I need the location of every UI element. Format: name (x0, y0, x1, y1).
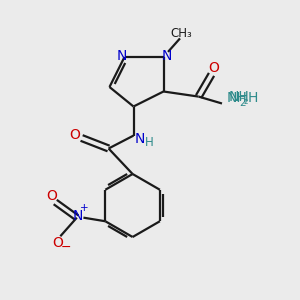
Text: N: N (73, 209, 83, 223)
Text: CH₃: CH₃ (171, 26, 192, 40)
Text: H: H (145, 136, 154, 149)
Text: N: N (162, 49, 172, 62)
Text: O: O (52, 236, 63, 250)
Text: NH: NH (229, 90, 249, 104)
Text: N: N (134, 132, 145, 145)
Text: 2: 2 (239, 98, 246, 108)
Text: −: − (61, 241, 71, 254)
Text: N: N (117, 49, 127, 62)
Text: NH: NH (226, 92, 247, 105)
Text: H: H (248, 92, 258, 105)
Text: +: + (80, 203, 88, 213)
Text: O: O (70, 128, 80, 142)
Text: ₂: ₂ (244, 96, 248, 106)
Text: O: O (208, 61, 219, 75)
Text: O: O (46, 189, 57, 203)
